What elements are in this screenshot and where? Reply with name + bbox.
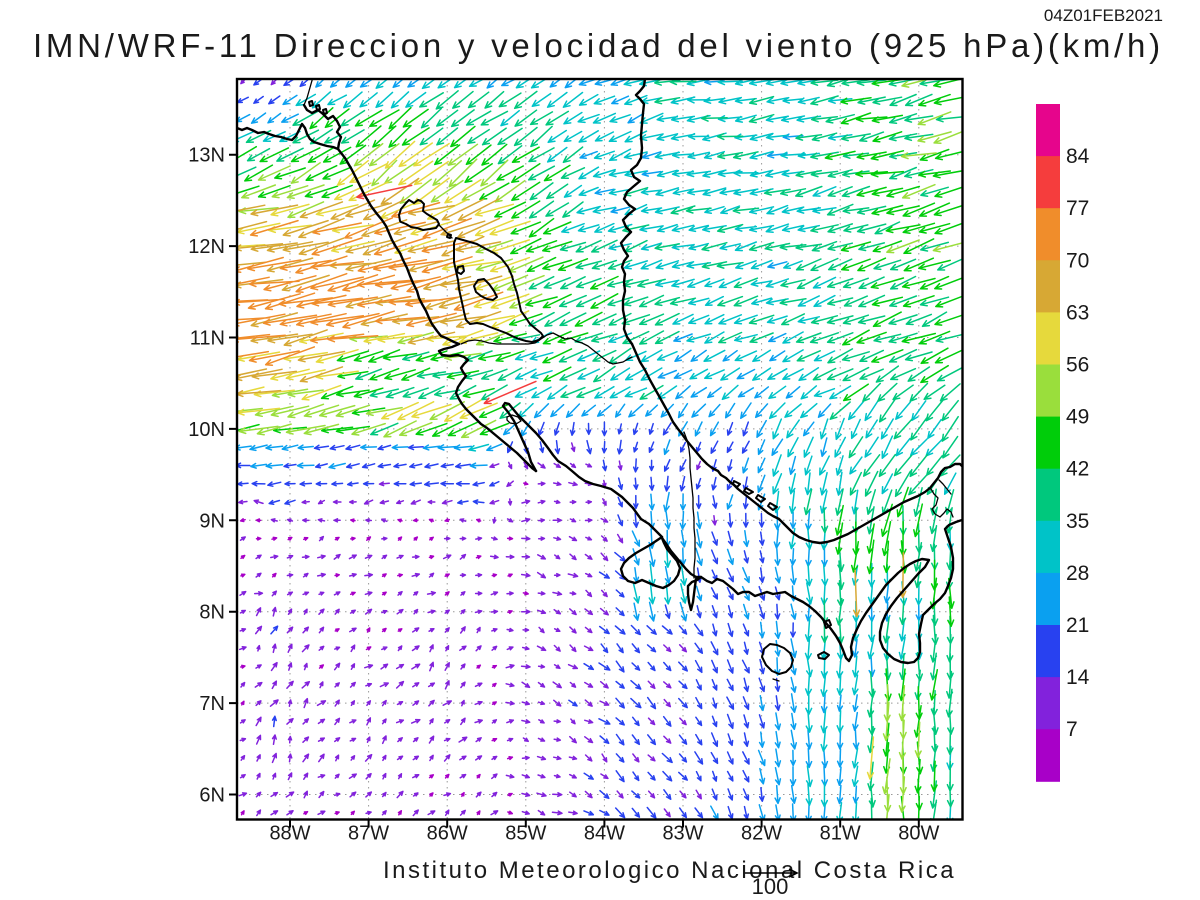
svg-text:100: 100 bbox=[752, 874, 789, 899]
svg-text:11N: 11N bbox=[190, 328, 225, 350]
svg-text:63: 63 bbox=[1066, 301, 1089, 324]
svg-text:04Z01FEB2021: 04Z01FEB2021 bbox=[1044, 6, 1163, 25]
svg-text:70: 70 bbox=[1066, 249, 1089, 272]
svg-text:77: 77 bbox=[1066, 197, 1089, 220]
svg-text:6N: 6N bbox=[199, 785, 225, 807]
svg-text:87W: 87W bbox=[348, 823, 389, 845]
svg-text:12N: 12N bbox=[188, 236, 225, 258]
svg-text:35: 35 bbox=[1066, 510, 1089, 533]
svg-text:10N: 10N bbox=[188, 419, 225, 441]
svg-text:49: 49 bbox=[1066, 406, 1089, 429]
svg-text:7: 7 bbox=[1066, 718, 1078, 741]
svg-text:80W: 80W bbox=[898, 823, 939, 845]
svg-text:82W: 82W bbox=[741, 823, 782, 845]
svg-text:81W: 81W bbox=[820, 823, 861, 845]
svg-text:7N: 7N bbox=[199, 693, 225, 715]
svg-text:14: 14 bbox=[1066, 666, 1090, 689]
svg-text:86W: 86W bbox=[427, 823, 468, 845]
svg-text:21: 21 bbox=[1066, 614, 1089, 637]
svg-text:8N: 8N bbox=[199, 602, 225, 624]
svg-text:84: 84 bbox=[1066, 145, 1090, 168]
svg-text:42: 42 bbox=[1066, 458, 1089, 481]
svg-text:Instituto Meteorologico Nacion: Instituto Meteorologico Nacional Costa R… bbox=[383, 857, 956, 884]
svg-text:88W: 88W bbox=[269, 823, 310, 845]
svg-text:84W: 84W bbox=[584, 823, 625, 845]
svg-text:85W: 85W bbox=[505, 823, 546, 845]
svg-text:9N: 9N bbox=[199, 510, 225, 532]
svg-text:IMN/WRF-11 Direccion y velocid: IMN/WRF-11 Direccion y velocidad del vie… bbox=[33, 27, 1164, 64]
svg-text:13N: 13N bbox=[188, 145, 225, 167]
svg-text:28: 28 bbox=[1066, 562, 1089, 585]
svg-text:83W: 83W bbox=[662, 823, 703, 845]
svg-text:56: 56 bbox=[1066, 354, 1089, 377]
